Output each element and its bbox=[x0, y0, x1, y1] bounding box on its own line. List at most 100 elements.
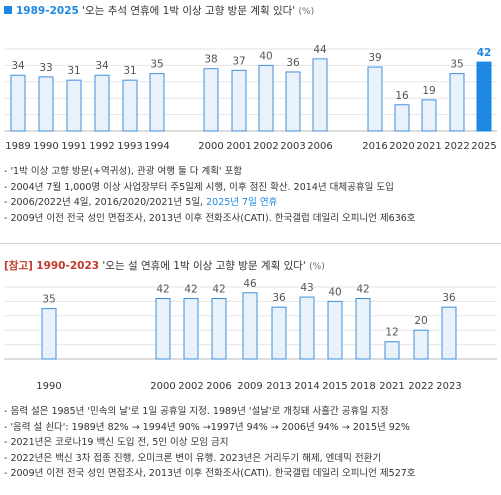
x-tick-label-2000: 2000 bbox=[150, 381, 175, 392]
chart2-note-4: - 2022년은 백신 3차 접종 진행, 오미크론 변이 유행. 2023년은… bbox=[4, 452, 382, 464]
x-tick-label-1993: 1993 bbox=[117, 141, 142, 152]
title-marker-icon bbox=[4, 6, 12, 14]
x-tick-label-2014: 2014 bbox=[294, 381, 319, 392]
bar-2022 bbox=[449, 73, 465, 132]
data-label-2002: 42 bbox=[184, 284, 197, 296]
bar-2006 bbox=[312, 58, 328, 132]
chart2-title-range: 1990-2023 bbox=[36, 260, 100, 272]
data-label-2000: 38 bbox=[204, 54, 217, 66]
data-label-2002: 40 bbox=[259, 50, 272, 62]
bar-2021 bbox=[384, 341, 400, 360]
chart2-svg: 35 1990 42 2000 42 2002 42 2006 46 2009 36 2013 43 20… bbox=[4, 278, 497, 392]
x-tick-label-2022: 2022 bbox=[444, 141, 469, 152]
data-label-2023: 36 bbox=[442, 292, 456, 304]
bar-1993 bbox=[122, 79, 138, 132]
x-tick-label-2006: 2006 bbox=[307, 141, 332, 152]
data-label-1991: 31 bbox=[67, 65, 80, 77]
chart2-note-2: - '음력 설 쇤다': 1989년 82% → 1994년 90% →1997… bbox=[4, 421, 410, 433]
chart1-title-unit: (%) bbox=[298, 7, 315, 17]
data-label-2000: 42 bbox=[156, 284, 169, 296]
bar-2002 bbox=[258, 64, 274, 132]
bar-2021 bbox=[421, 99, 437, 132]
x-tick-label-2018: 2018 bbox=[350, 381, 375, 392]
bar-2002 bbox=[183, 298, 199, 360]
chart1-note-2: - 2004년 7월 1,000명 이상 사업장부터 주5일제 시행, 이후 점… bbox=[4, 181, 394, 193]
bar-2001 bbox=[231, 69, 247, 132]
chart1-note-3-text: - 2006/2022년 4일, 2016/2020/2021년 5일, bbox=[4, 197, 207, 208]
x-tick-label-2003: 2003 bbox=[280, 141, 305, 152]
data-label-1990: 33 bbox=[39, 62, 52, 74]
chart1-notes: - '1박 이상 고향 방문(+역귀성), 관광 여행 둘 다 계획' 포함 -… bbox=[4, 164, 416, 226]
chart2-title-tag: [참고] bbox=[4, 260, 33, 272]
x-tick-label-2021: 2021 bbox=[416, 141, 441, 152]
x-tick-label-2025: 2025 bbox=[471, 141, 496, 152]
x-tick-label-1991: 1991 bbox=[61, 141, 86, 152]
x-tick-label-1990: 1990 bbox=[36, 381, 61, 392]
bar-1990 bbox=[41, 308, 57, 360]
data-label-2016: 39 bbox=[368, 52, 381, 64]
x-tick-label-1994: 1994 bbox=[144, 141, 169, 152]
x-tick-label-2002: 2002 bbox=[253, 141, 278, 152]
bar-2016 bbox=[367, 66, 383, 132]
bar-2000 bbox=[203, 68, 219, 132]
x-tick-label-2023: 2023 bbox=[436, 381, 461, 392]
data-label-2013: 36 bbox=[272, 292, 286, 304]
data-label-2022: 20 bbox=[414, 315, 427, 327]
data-label-1992: 34 bbox=[95, 60, 109, 72]
data-label-2018: 42 bbox=[356, 284, 369, 296]
chart1-note-4: - 2009년 이전 전국 성인 면접조사, 2013년 이후 전화조사(CAT… bbox=[4, 212, 416, 224]
data-label-2021: 12 bbox=[385, 327, 398, 339]
chart2-title-unit: (%) bbox=[309, 262, 325, 272]
x-tick-label-2020: 2020 bbox=[389, 141, 414, 152]
x-tick-label-2016: 2016 bbox=[362, 141, 387, 152]
data-label-2025: 42 bbox=[477, 47, 492, 59]
data-label-2022: 35 bbox=[450, 59, 463, 71]
data-label-2021: 19 bbox=[422, 85, 435, 97]
x-tick-label-2000: 2000 bbox=[198, 141, 223, 152]
bar-1992 bbox=[94, 74, 110, 132]
bar-1990 bbox=[38, 76, 54, 132]
x-tick-label-2022: 2022 bbox=[408, 381, 433, 392]
bar-2023 bbox=[441, 306, 457, 360]
data-label-1989: 34 bbox=[11, 60, 25, 72]
bar-2018 bbox=[355, 298, 371, 360]
bar-2025 bbox=[476, 61, 492, 132]
x-tick-label-2001: 2001 bbox=[226, 141, 251, 152]
chart2-notes: - 음력 설은 1985년 '민속의 날'로 1일 공휴일 지정. 1989년 … bbox=[4, 404, 416, 482]
data-label-2001: 37 bbox=[232, 55, 245, 67]
data-label-2020: 16 bbox=[395, 90, 409, 102]
data-label-2009: 46 bbox=[243, 278, 257, 290]
x-tick-label-1989: 1989 bbox=[5, 141, 30, 152]
bar-2015 bbox=[327, 300, 343, 360]
data-label-1990: 35 bbox=[42, 294, 55, 306]
section-divider bbox=[0, 243, 501, 244]
bar-2020 bbox=[394, 104, 410, 132]
x-tick-label-2002: 2002 bbox=[178, 381, 203, 392]
chart1-title-quote: '오는 추석 연휴에 1박 이상 고향 방문 계획 있다' bbox=[82, 5, 296, 17]
x-tick-label-2015: 2015 bbox=[322, 381, 347, 392]
x-tick-label-1990: 1990 bbox=[33, 141, 58, 152]
chart2-title-quote: '오는 설 연휴에 1박 이상 고향 방문 계획 있다' bbox=[102, 260, 306, 272]
x-tick-label-2009: 2009 bbox=[237, 381, 262, 392]
x-tick-label-2006: 2006 bbox=[206, 381, 231, 392]
chart1-note-3-highlight: 2025년 7일 연휴 bbox=[206, 197, 278, 208]
chart1-note-1: - '1박 이상 고향 방문(+역귀성), 관광 여행 둘 다 계획' 포함 bbox=[4, 166, 243, 177]
data-label-2006: 44 bbox=[313, 44, 327, 56]
chart2-note-3: - 2021년은 코로나19 백신 도입 전, 5인 이상 모임 금지 bbox=[4, 437, 229, 448]
data-label-2014: 43 bbox=[300, 282, 313, 294]
bar-1989 bbox=[10, 74, 26, 132]
bar-2003 bbox=[285, 71, 301, 132]
chart1-title: 1989-2025 '오는 추석 연휴에 1박 이상 고향 방문 계획 있다' … bbox=[4, 3, 314, 18]
data-label-1993: 31 bbox=[123, 65, 136, 77]
x-tick-label-2021: 2021 bbox=[379, 381, 404, 392]
data-label-2006: 42 bbox=[212, 284, 225, 296]
chart2-note-1: - 음력 설은 1985년 '민속의 날'로 1일 공휴일 지정. 1989년 … bbox=[4, 406, 389, 417]
bar-2022 bbox=[413, 329, 429, 360]
bar-2000 bbox=[155, 298, 171, 360]
data-label-1994: 35 bbox=[150, 59, 163, 71]
bar-1991 bbox=[66, 79, 82, 132]
bar-2014 bbox=[299, 296, 315, 360]
chart2-note-5: - 2009년 이전 전국 성인 면접조사, 2013년 이후 전화조사(CAT… bbox=[4, 468, 416, 479]
bar-2013 bbox=[271, 306, 287, 360]
x-tick-label-2013: 2013 bbox=[266, 381, 291, 392]
